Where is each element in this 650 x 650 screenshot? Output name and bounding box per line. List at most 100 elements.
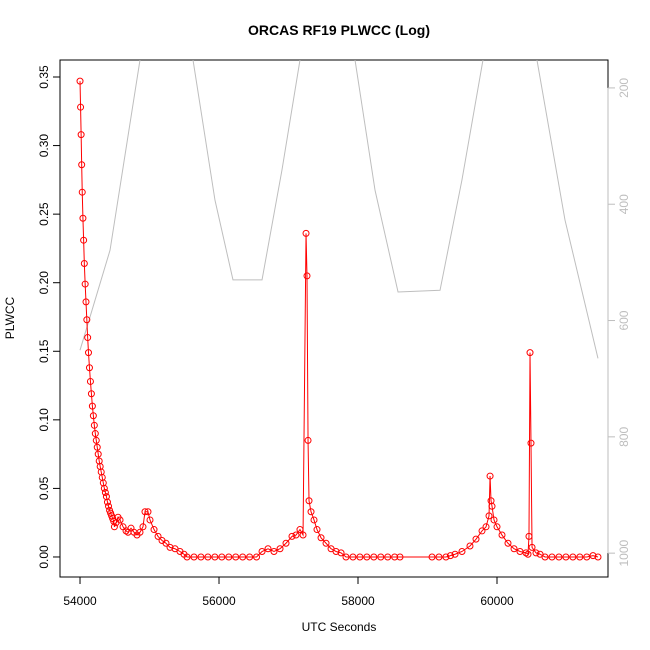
data-point [478,527,486,535]
y2-tick-label: 600 [617,310,631,330]
data-point [144,508,152,516]
data-point [264,545,272,553]
data-point [162,539,170,547]
x-tick-label: 54000 [63,594,97,608]
data-point [493,523,501,531]
data-point [310,516,318,524]
x-axis-label: UTC Seconds [302,620,377,634]
data-point [146,516,154,524]
data-point [204,553,212,561]
data-point [83,316,91,324]
data-point [589,552,597,560]
data-point [76,77,84,85]
series-line [79,81,599,558]
data-point [85,364,93,372]
data-point [446,552,454,560]
data-point [528,543,536,551]
data-point [548,553,556,561]
data-point [527,439,535,447]
data-point [525,532,533,540]
data-point [100,484,108,492]
y-tick-label: 0.25 [37,202,51,226]
data-point [482,523,490,531]
data-point [555,553,563,561]
x-tick-label: 60000 [480,594,514,608]
data-point [541,553,549,561]
data-point [78,161,86,169]
data-point [299,531,307,539]
data-point [110,523,118,531]
series-line [79,60,599,359]
y2-tick-label: 800 [617,427,631,447]
data-point [317,534,325,542]
data-point [218,553,226,561]
data-point [428,553,436,561]
data-point [313,526,321,534]
y-tick-label: 0.10 [37,408,51,432]
data-point [532,549,540,557]
data-point [211,553,219,561]
data-point [116,516,124,524]
data-point [576,553,584,561]
data-point [87,390,95,398]
data-point [396,553,404,561]
data-point [526,349,534,357]
data-point [569,553,577,561]
data-point [504,539,512,547]
data-point [105,502,113,510]
data-point [302,229,310,237]
data-point [136,528,144,536]
data-point [466,542,474,550]
data-point [88,402,96,410]
data-point [225,553,233,561]
data-point [258,547,266,555]
data-point [442,553,450,561]
data-point [305,497,313,505]
data-point [304,436,312,444]
data-point [342,553,350,561]
data-point [92,436,100,444]
data-point [190,553,198,561]
chart-title: ORCAS RF19 PLWCC (Log) [248,22,430,38]
data-point [307,508,315,516]
y-tick-label: 0.30 [37,134,51,158]
data-point [103,498,111,506]
x-tick-label: 56000 [202,594,236,608]
data-point [91,430,99,438]
data-point [296,526,304,534]
data-point [77,131,85,139]
x-tick-label: 58000 [341,594,375,608]
data-point [498,531,506,539]
data-point [370,553,378,561]
data-point [197,553,205,561]
data-point [384,553,392,561]
data-point [82,298,90,306]
data-point [79,214,87,222]
data-point [486,472,494,480]
y-tick-label: 0.05 [37,476,51,500]
data-point [80,236,88,244]
data-point [488,502,496,510]
data-point [322,539,330,547]
y2-tick-label: 400 [617,194,631,214]
plot-area [76,60,602,561]
data-point [363,553,371,561]
data-point [391,553,399,561]
data-point [78,188,86,196]
data-point [292,531,300,539]
data-point [89,412,97,420]
y-axis-label: PLWCC [3,296,17,339]
data-point [377,553,385,561]
data-point [435,553,443,561]
data-point [562,553,570,561]
data-point [86,377,94,385]
data-point [139,523,147,531]
data-point [232,553,240,561]
y2-tick-label: 1000 [617,539,631,566]
data-point [77,103,85,111]
data-point [84,349,92,357]
data-point [80,260,88,268]
data-point [510,545,518,553]
